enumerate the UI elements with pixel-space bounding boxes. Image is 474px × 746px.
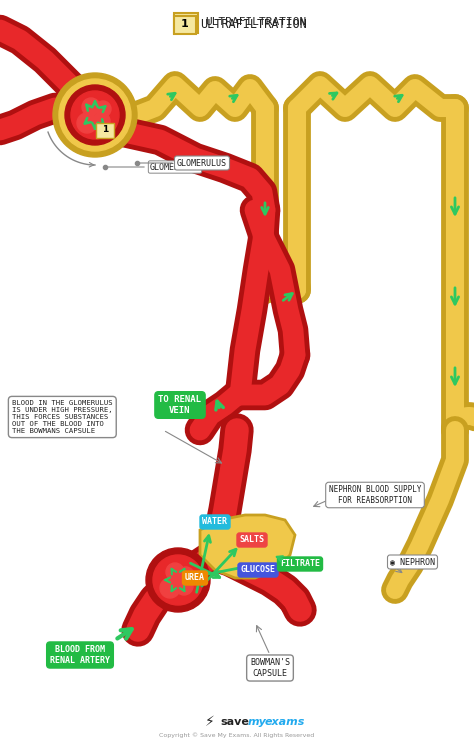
Text: GLUCOSE: GLUCOSE (240, 565, 275, 574)
FancyBboxPatch shape (174, 16, 196, 34)
Text: ULTRAFILTRATION: ULTRAFILTRATION (205, 17, 306, 27)
Text: WATER: WATER (202, 518, 228, 527)
Text: GLOMERULUS: GLOMERULUS (177, 158, 227, 168)
Text: TO RENAL
VEIN: TO RENAL VEIN (158, 395, 201, 415)
Circle shape (82, 98, 100, 116)
Circle shape (175, 577, 193, 595)
Circle shape (166, 563, 184, 581)
Text: UREA: UREA (185, 574, 205, 583)
Text: save: save (220, 717, 249, 727)
Text: NEPHRON BLOOD SUPPLY
FOR REABSORPTION: NEPHRON BLOOD SUPPLY FOR REABSORPTION (329, 486, 421, 505)
Text: exams: exams (265, 717, 305, 727)
FancyBboxPatch shape (174, 13, 198, 33)
Text: ⚡: ⚡ (205, 715, 215, 729)
Circle shape (65, 85, 125, 145)
Circle shape (53, 73, 137, 157)
Circle shape (77, 113, 97, 133)
Circle shape (59, 79, 131, 151)
Text: FILTRATE: FILTRATE (280, 560, 320, 568)
Text: 1: 1 (102, 125, 108, 134)
Text: ◉ NEPHRON: ◉ NEPHRON (390, 557, 435, 566)
Text: 1: 1 (182, 17, 190, 27)
Text: BOWMAN'S
CAPSULE: BOWMAN'S CAPSULE (250, 658, 290, 677)
Circle shape (146, 548, 210, 612)
Text: BLOOD IN THE GLOMERULUS
IS UNDER HIGH PRESSURE,
THIS FORCES SUBSTANCES
OUT OF TH: BLOOD IN THE GLOMERULUS IS UNDER HIGH PR… (12, 400, 113, 434)
Polygon shape (200, 515, 295, 578)
Circle shape (153, 555, 203, 605)
Text: 1: 1 (181, 19, 189, 29)
FancyBboxPatch shape (96, 123, 114, 138)
Circle shape (92, 112, 110, 130)
Text: GLOMERULUS: GLOMERULUS (150, 163, 200, 172)
Circle shape (178, 567, 194, 583)
Text: BLOOD FROM
RENAL ARTERY: BLOOD FROM RENAL ARTERY (50, 645, 110, 665)
Text: my: my (248, 717, 267, 727)
Circle shape (71, 91, 119, 139)
Circle shape (172, 574, 184, 586)
Circle shape (160, 578, 180, 598)
Circle shape (95, 101, 111, 117)
Text: Copyright © Save My Exams. All Rights Reserved: Copyright © Save My Exams. All Rights Re… (159, 732, 315, 738)
Text: SALTS: SALTS (239, 536, 264, 545)
Text: ULTRAFILTRATION: ULTRAFILTRATION (200, 17, 307, 31)
